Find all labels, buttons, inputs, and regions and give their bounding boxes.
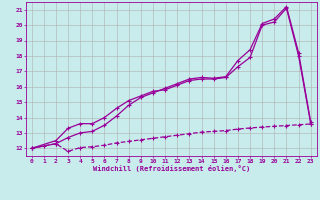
X-axis label: Windchill (Refroidissement éolien,°C): Windchill (Refroidissement éolien,°C) xyxy=(92,165,250,172)
